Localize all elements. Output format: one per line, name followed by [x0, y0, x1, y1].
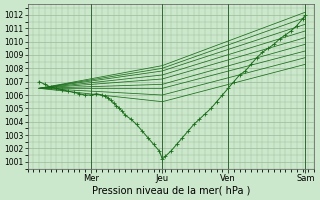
X-axis label: Pression niveau de la mer( hPa ): Pression niveau de la mer( hPa ) [92, 186, 250, 196]
